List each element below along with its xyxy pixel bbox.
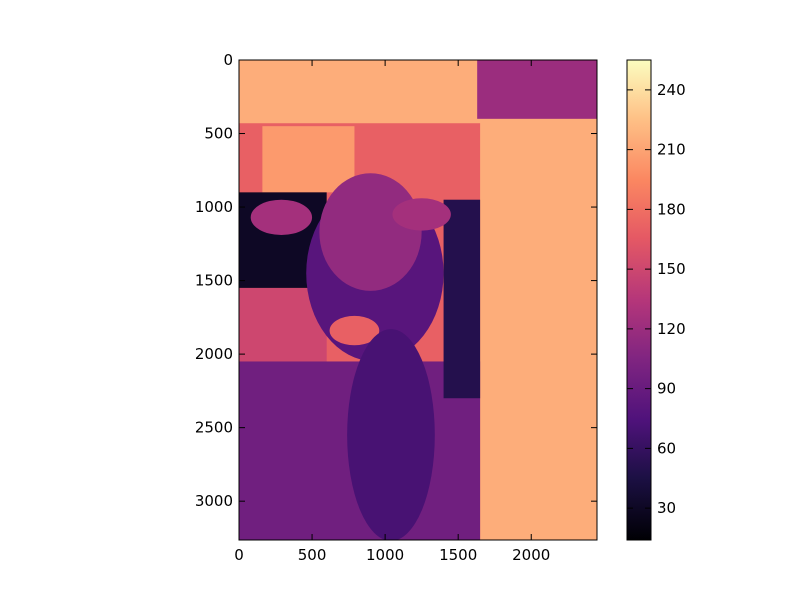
colorbar-tick-label-60: 60: [657, 439, 676, 457]
colorbar-tick-label-120: 120: [657, 320, 686, 338]
y-axis: 0 500 1000 1500 2000 2500 3000: [195, 51, 597, 510]
colorbar: 30 60 90 120 150 180 210 240: [626, 59, 686, 541]
image-region-13: [347, 329, 435, 540]
colorbar-tick-label-210: 210: [657, 141, 686, 159]
y-tick-label-2000: 2000: [195, 345, 233, 363]
image-region-12: [329, 315, 380, 346]
x-tick-label-1500: 1500: [439, 546, 477, 564]
image-region-10: [392, 198, 451, 231]
x-axis: 0 500 1000 1500 2000: [234, 60, 550, 564]
image-region-11: [250, 199, 313, 235]
x-tick-label-0: 0: [234, 546, 244, 564]
colorbar-ticks: 30 60 90 120 150 180 210 240: [627, 81, 686, 517]
colorbar-tick-label-150: 150: [657, 260, 686, 278]
colorbar-tick-label-180: 180: [657, 200, 686, 218]
colorbar-tick-label-240: 240: [657, 81, 686, 99]
image-area: [239, 60, 597, 540]
y-tick-label-0: 0: [223, 51, 233, 69]
y-tick-label-1500: 1500: [195, 272, 233, 290]
colorbar-tick-label-30: 30: [657, 499, 676, 517]
x-tick-label-500: 500: [298, 546, 327, 564]
y-tick-label-3000: 3000: [195, 492, 233, 510]
y-tick-label-2500: 2500: [195, 419, 233, 437]
image-plot: 0 500 1000 1500 2000 0 500 1000 1500 2000 2500 300…: [195, 51, 598, 564]
y-tick-label-500: 500: [204, 125, 233, 143]
colorbar-gradient: [626, 59, 652, 541]
colorbar-tick-label-90: 90: [657, 380, 676, 398]
x-tick-label-1000: 1000: [366, 546, 404, 564]
x-tick-label-2000: 2000: [512, 546, 550, 564]
plot-frame: [238, 59, 598, 541]
image-region-1: [477, 60, 597, 119]
image-region-3: [262, 126, 355, 193]
y-tick-label-1000: 1000: [195, 198, 233, 216]
image-region-9: [319, 173, 422, 291]
image-region-7: [443, 199, 481, 399]
